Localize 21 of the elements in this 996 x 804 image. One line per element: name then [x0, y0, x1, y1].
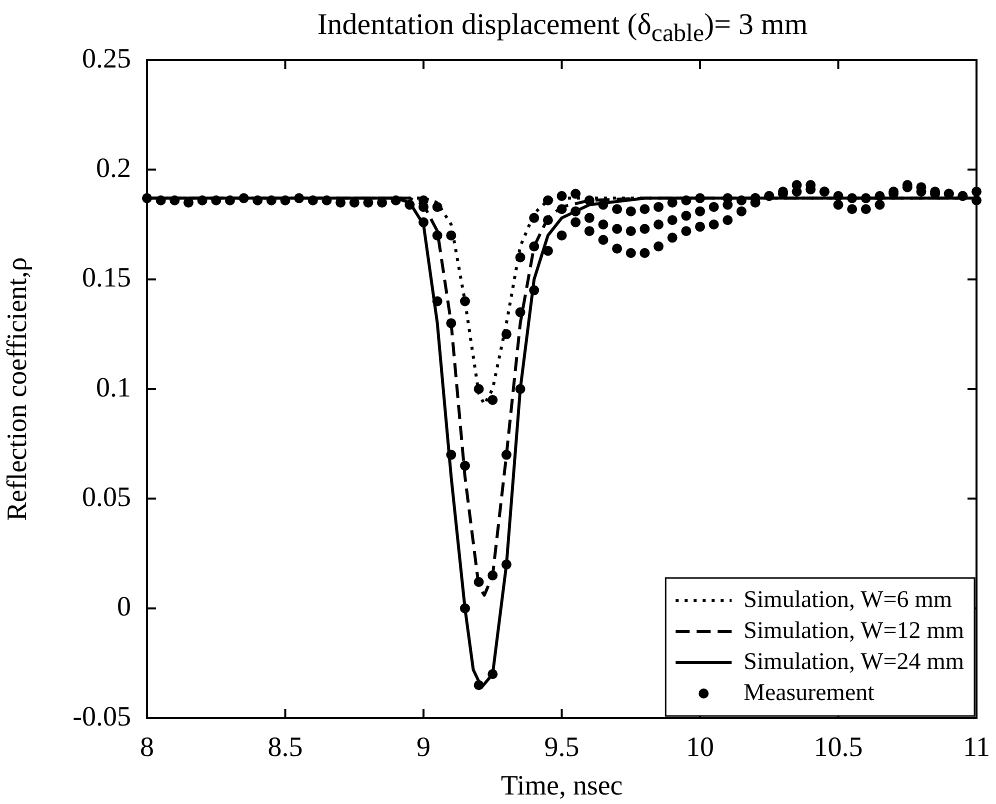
x-tick-label: 10: [686, 732, 714, 764]
y-axis-title: Reflection coefficient,ρ: [2, 257, 34, 521]
x-tick-label: 9: [416, 732, 431, 764]
chart-title: Indentation displacement (δ$_{cable}$)= 3 mm: [316, 8, 809, 48]
x-tick-label: 8.5: [268, 732, 303, 764]
y-tick-label: 0.15: [82, 262, 131, 294]
y-tick-label: 0.05: [82, 482, 131, 514]
x-axis-title: Time, nsec: [500, 770, 623, 802]
legend-label: Simulation, W=24 mm: [744, 648, 964, 675]
legend-label: Simulation, W=6 mm: [744, 586, 952, 613]
x-tick-label: 10.5: [814, 732, 863, 764]
y-tick-label: 0.1: [96, 372, 131, 404]
x-tick-label: 8: [140, 732, 154, 764]
y-tick-label: 0.25: [82, 43, 131, 74]
y-tick-label: 0.2: [96, 153, 131, 184]
y-tick-label: 0: [117, 592, 131, 623]
y-tick-label: -0.05: [72, 701, 131, 732]
x-tick-label: 11: [963, 732, 990, 764]
x-tick-label: 9.5: [544, 732, 580, 764]
legend-label: Measurement: [744, 680, 875, 706]
legend-label: Simulation, W=12 mm: [744, 618, 964, 644]
